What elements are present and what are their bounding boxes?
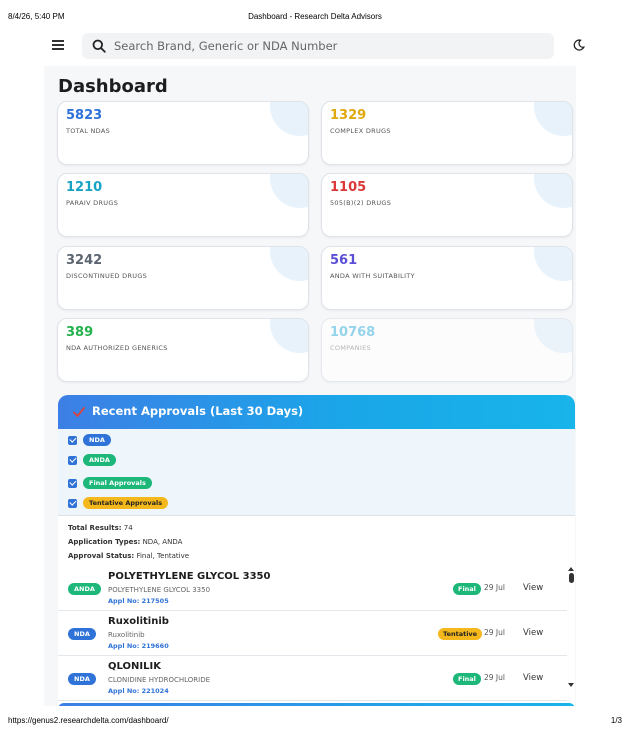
stat-value: 1210 xyxy=(66,180,103,195)
search-box[interactable] xyxy=(82,33,554,59)
print-header: 8/4/26, 5:40 PM Dashboard - Research Del… xyxy=(0,0,630,26)
top-bar xyxy=(0,26,630,66)
filter-tentative-approvals[interactable]: Tentative Approvals xyxy=(68,496,169,510)
stat-value: 1105 xyxy=(330,180,367,195)
next-panel-header xyxy=(58,703,575,706)
moon-icon[interactable] xyxy=(573,39,585,51)
check-icon xyxy=(73,407,85,417)
filter-label: NDA xyxy=(83,434,111,446)
appl-number: Appl No: 221024 xyxy=(108,687,169,695)
view-link[interactable]: View xyxy=(523,628,544,638)
generic-name: CLONIDINE HYDROCHLORIDE xyxy=(108,676,211,684)
stat-card-paraiv-drugs[interactable]: 1210 PARAIV DRUGS xyxy=(57,173,309,237)
stat-label: NDA AUTHORIZED GENERICS xyxy=(66,344,168,352)
stat-value: 10768 xyxy=(330,325,376,340)
hamburger-icon[interactable] xyxy=(52,40,64,50)
filter-anda[interactable]: ANDA xyxy=(68,453,116,467)
stat-value: 389 xyxy=(66,325,94,340)
filter-label: ANDA xyxy=(83,454,116,466)
appl-number: Appl No: 219660 xyxy=(108,642,169,650)
scroll-up-icon[interactable] xyxy=(568,567,574,571)
status-badge: Final xyxy=(453,583,481,595)
approvals-list: ANDA POLYETHYLENE GLYCOL 3350 POLYETHYLE… xyxy=(58,567,567,706)
scroll-thumb[interactable] xyxy=(568,573,574,583)
drug-name: Ruxolitinib xyxy=(108,616,169,627)
filter-checkbox[interactable] xyxy=(68,498,77,508)
print-url: https://genus2.researchdelta.com/dashboa… xyxy=(8,716,169,725)
type-badge: NDA xyxy=(68,628,96,640)
stat-label: 505(B)(2) DRUGS xyxy=(330,199,392,207)
stat-label: DISCONTINUED DRUGS xyxy=(66,272,148,280)
approval-filters: NDA ANDA Final Approvals Tentative Appro… xyxy=(58,429,575,515)
recent-approvals-panel: Recent Approvals (Last 30 Days) NDA ANDA… xyxy=(58,395,575,706)
type-badge: NDA xyxy=(68,673,96,685)
stat-label: COMPLEX DRUGS xyxy=(330,127,391,135)
stat-card-total-ndas[interactable]: 5823 TOTAL NDAS xyxy=(57,101,309,165)
search-input[interactable] xyxy=(114,36,534,56)
stat-value: 1329 xyxy=(330,108,367,123)
stat-card-505b2-drugs[interactable]: 1105 505(B)(2) DRUGS xyxy=(321,173,573,237)
drug-name: POLYETHYLENE GLYCOL 3350 xyxy=(108,571,271,582)
stat-value: 3242 xyxy=(66,253,103,268)
total-results: 74 xyxy=(123,524,133,532)
page-title: Dashboard xyxy=(58,76,168,97)
filter-label: Final Approvals xyxy=(83,477,152,489)
approval-row: NDA Ruxolitinib Ruxolitinib Appl No: 219… xyxy=(58,612,567,656)
approval-date: 29 Jul xyxy=(484,628,505,637)
generic-name: POLYETHYLENE GLYCOL 3350 xyxy=(108,586,211,594)
approval-status: Final, Tentative xyxy=(136,552,190,560)
approval-date: 29 Jul xyxy=(484,673,505,682)
filter-nda[interactable]: NDA xyxy=(68,433,111,447)
filter-checkbox[interactable] xyxy=(68,478,77,488)
appl-number: Appl No: 217505 xyxy=(108,597,169,605)
search-icon xyxy=(92,39,106,53)
filter-checkbox[interactable] xyxy=(68,435,77,445)
view-link[interactable]: View xyxy=(523,673,544,683)
application-types: NDA, ANDA xyxy=(142,538,183,546)
print-datetime: 8/4/26, 5:40 PM xyxy=(8,12,65,21)
print-page-title: Dashboard - Research Delta Advisors xyxy=(248,12,382,21)
recent-approvals-title: Recent Approvals (Last 30 Days) xyxy=(92,404,304,418)
generic-name: Ruxolitinib xyxy=(108,631,145,639)
filter-label: Tentative Approvals xyxy=(83,497,169,509)
view-link[interactable]: View xyxy=(523,583,544,593)
results-summary: Total Results: 74 Application Types: NDA… xyxy=(68,524,190,560)
print-page-number: 1/3 xyxy=(610,716,622,725)
stat-card-nda-authorized-generics[interactable]: 389 NDA AUTHORIZED GENERICS xyxy=(57,318,309,382)
status-badge: Tentative xyxy=(438,628,483,640)
stat-card-companies[interactable]: 10768 COMPANIES xyxy=(321,318,573,382)
stat-card-discontinued-drugs[interactable]: 3242 DISCONTINUED DRUGS xyxy=(57,246,309,310)
recent-approvals-header: Recent Approvals (Last 30 Days) xyxy=(58,395,575,429)
main-content: Dashboard 5823 TOTAL NDAS 1329 COMPLEX D… xyxy=(44,66,576,706)
approval-row: ANDA POLYETHYLENE GLYCOL 3350 POLYETHYLE… xyxy=(58,567,567,611)
stat-label: TOTAL NDAS xyxy=(66,127,111,135)
drug-name: QLONILIK xyxy=(108,661,161,672)
stat-value: 5823 xyxy=(66,108,103,123)
stat-label: COMPANIES xyxy=(330,344,371,352)
stat-card-complex-drugs[interactable]: 1329 COMPLEX DRUGS xyxy=(321,101,573,165)
stat-value: 561 xyxy=(330,253,358,268)
status-badge: Final xyxy=(453,673,481,685)
list-scrollbar[interactable] xyxy=(567,567,575,706)
stat-card-anda-suitability[interactable]: 561 ANDA WITH SUITABILITY xyxy=(321,246,573,310)
stat-label: PARAIV DRUGS xyxy=(66,199,119,207)
filter-final-approvals[interactable]: Final Approvals xyxy=(68,476,152,490)
stat-label: ANDA WITH SUITABILITY xyxy=(330,272,415,280)
filter-checkbox[interactable] xyxy=(68,455,77,465)
scroll-down-icon[interactable] xyxy=(568,683,574,687)
approval-date: 29 Jul xyxy=(484,583,505,592)
approval-row: NDA QLONILIK CLONIDINE HYDROCHLORIDE App… xyxy=(58,657,567,701)
type-badge: ANDA xyxy=(68,583,101,595)
